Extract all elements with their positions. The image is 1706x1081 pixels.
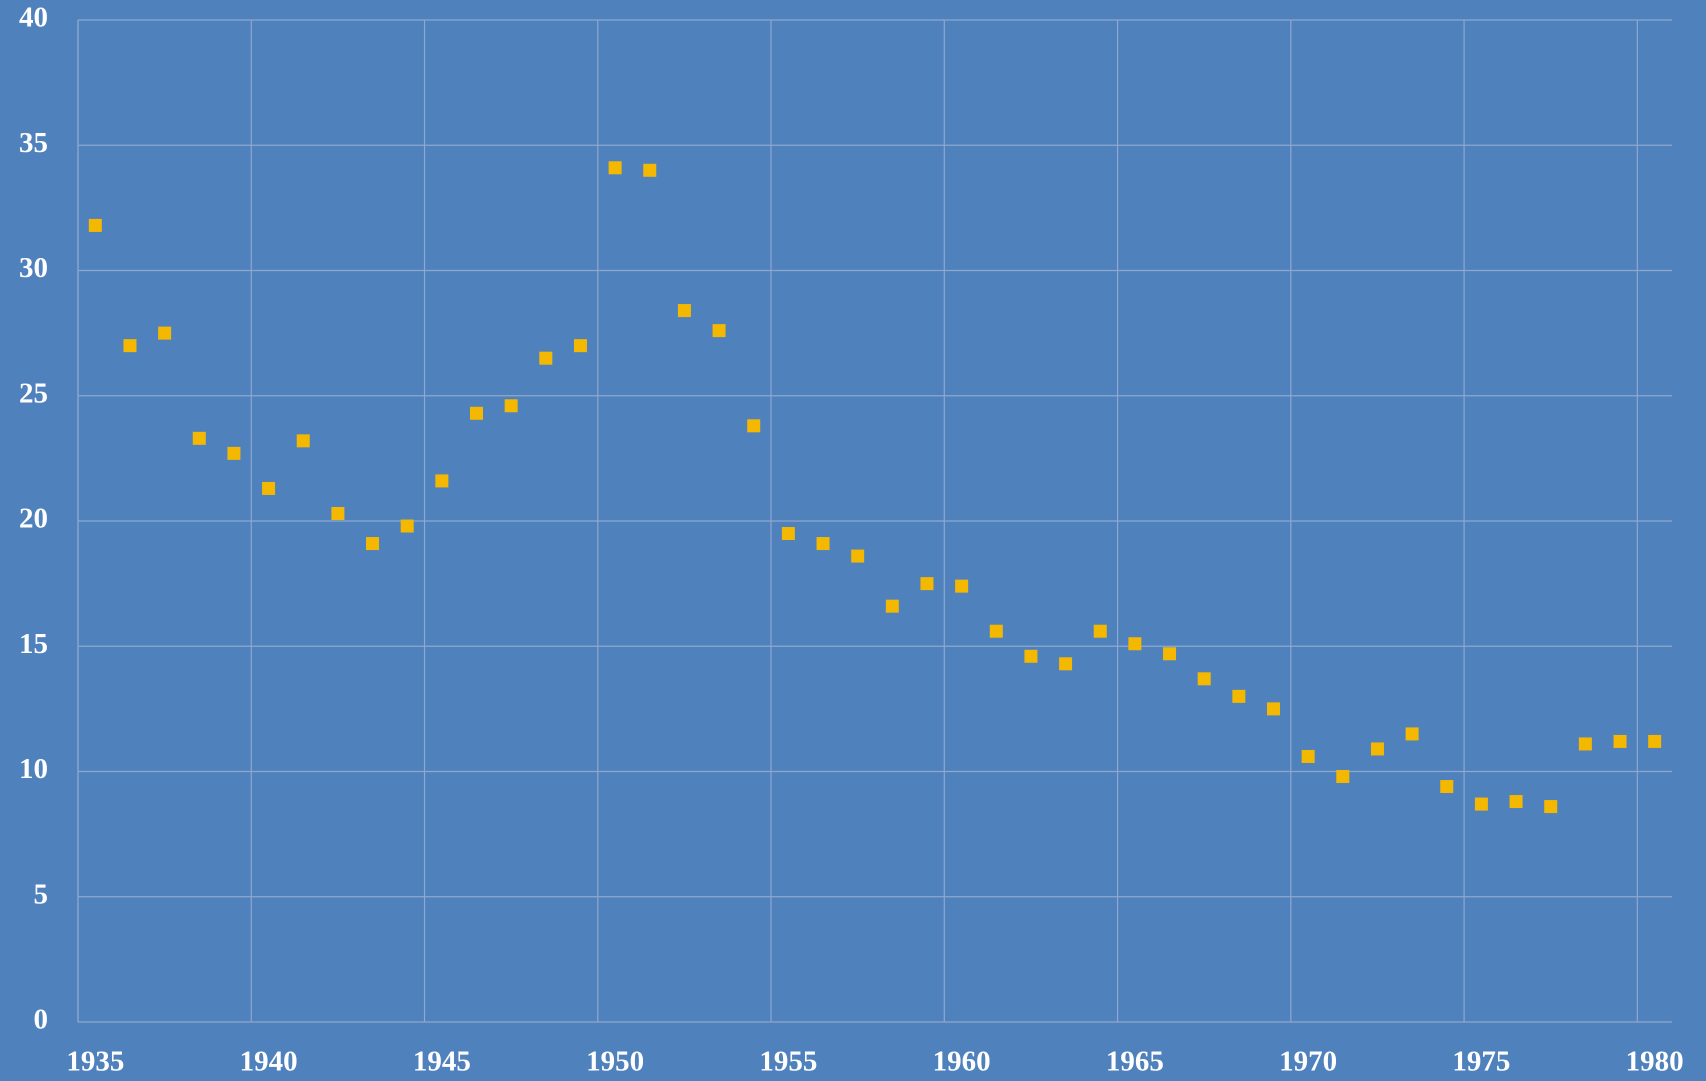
point — [1370, 742, 1384, 756]
x-tick-label: 1960 — [933, 1046, 991, 1078]
point — [781, 527, 795, 541]
x-tick-label: 1965 — [1106, 1046, 1164, 1078]
point — [539, 351, 553, 365]
y-tick-label: 40 — [19, 2, 48, 34]
point — [1474, 797, 1488, 811]
y-tick-label: 5 — [34, 878, 49, 910]
point — [158, 326, 172, 340]
point — [608, 161, 622, 175]
x-tick-label: 1975 — [1452, 1046, 1510, 1078]
y-tick-label: 10 — [19, 753, 48, 785]
point — [851, 549, 865, 563]
point — [747, 419, 761, 433]
point — [1197, 672, 1211, 686]
y-tick-label: 30 — [19, 252, 48, 284]
point — [1509, 795, 1523, 809]
y-tick-label: 25 — [19, 377, 48, 409]
point — [1267, 702, 1280, 716]
y-tick-label: 35 — [19, 127, 48, 159]
point — [920, 577, 934, 591]
point — [816, 537, 830, 551]
point — [955, 579, 969, 593]
point — [712, 324, 726, 338]
y-tick-label: 0 — [34, 1004, 49, 1036]
point — [1405, 727, 1419, 741]
point — [331, 506, 345, 520]
point — [1128, 637, 1142, 651]
point — [262, 481, 276, 495]
point — [643, 163, 657, 177]
point — [1613, 734, 1627, 748]
point — [366, 537, 380, 551]
point — [1093, 624, 1107, 638]
point — [1163, 647, 1177, 661]
point — [573, 339, 587, 353]
point — [470, 406, 483, 420]
point — [1232, 689, 1246, 703]
point — [123, 339, 137, 353]
point — [88, 218, 102, 232]
point — [1024, 649, 1038, 663]
y-tick-label: 15 — [19, 628, 48, 660]
point — [400, 519, 414, 533]
x-tick-label: 1940 — [240, 1046, 298, 1078]
x-tick-label: 1970 — [1279, 1046, 1337, 1078]
point — [989, 624, 1003, 638]
y-tick-label: 20 — [19, 503, 48, 535]
point — [1336, 770, 1350, 784]
point — [504, 399, 518, 413]
x-tick-label: 1935 — [66, 1046, 124, 1078]
point — [1578, 737, 1592, 751]
point — [1440, 780, 1454, 794]
x-tick-label: 1945 — [413, 1046, 471, 1078]
point — [435, 474, 449, 488]
point — [1544, 800, 1558, 814]
point — [296, 434, 310, 448]
point — [192, 431, 206, 445]
x-tick-label: 1955 — [759, 1046, 817, 1078]
x-tick-label: 1980 — [1626, 1046, 1684, 1078]
point — [1301, 749, 1315, 763]
point — [885, 599, 899, 613]
point — [677, 304, 691, 318]
point — [1648, 734, 1662, 748]
point — [227, 446, 241, 460]
x-tick-label: 1950 — [586, 1046, 644, 1078]
point — [1059, 657, 1073, 671]
